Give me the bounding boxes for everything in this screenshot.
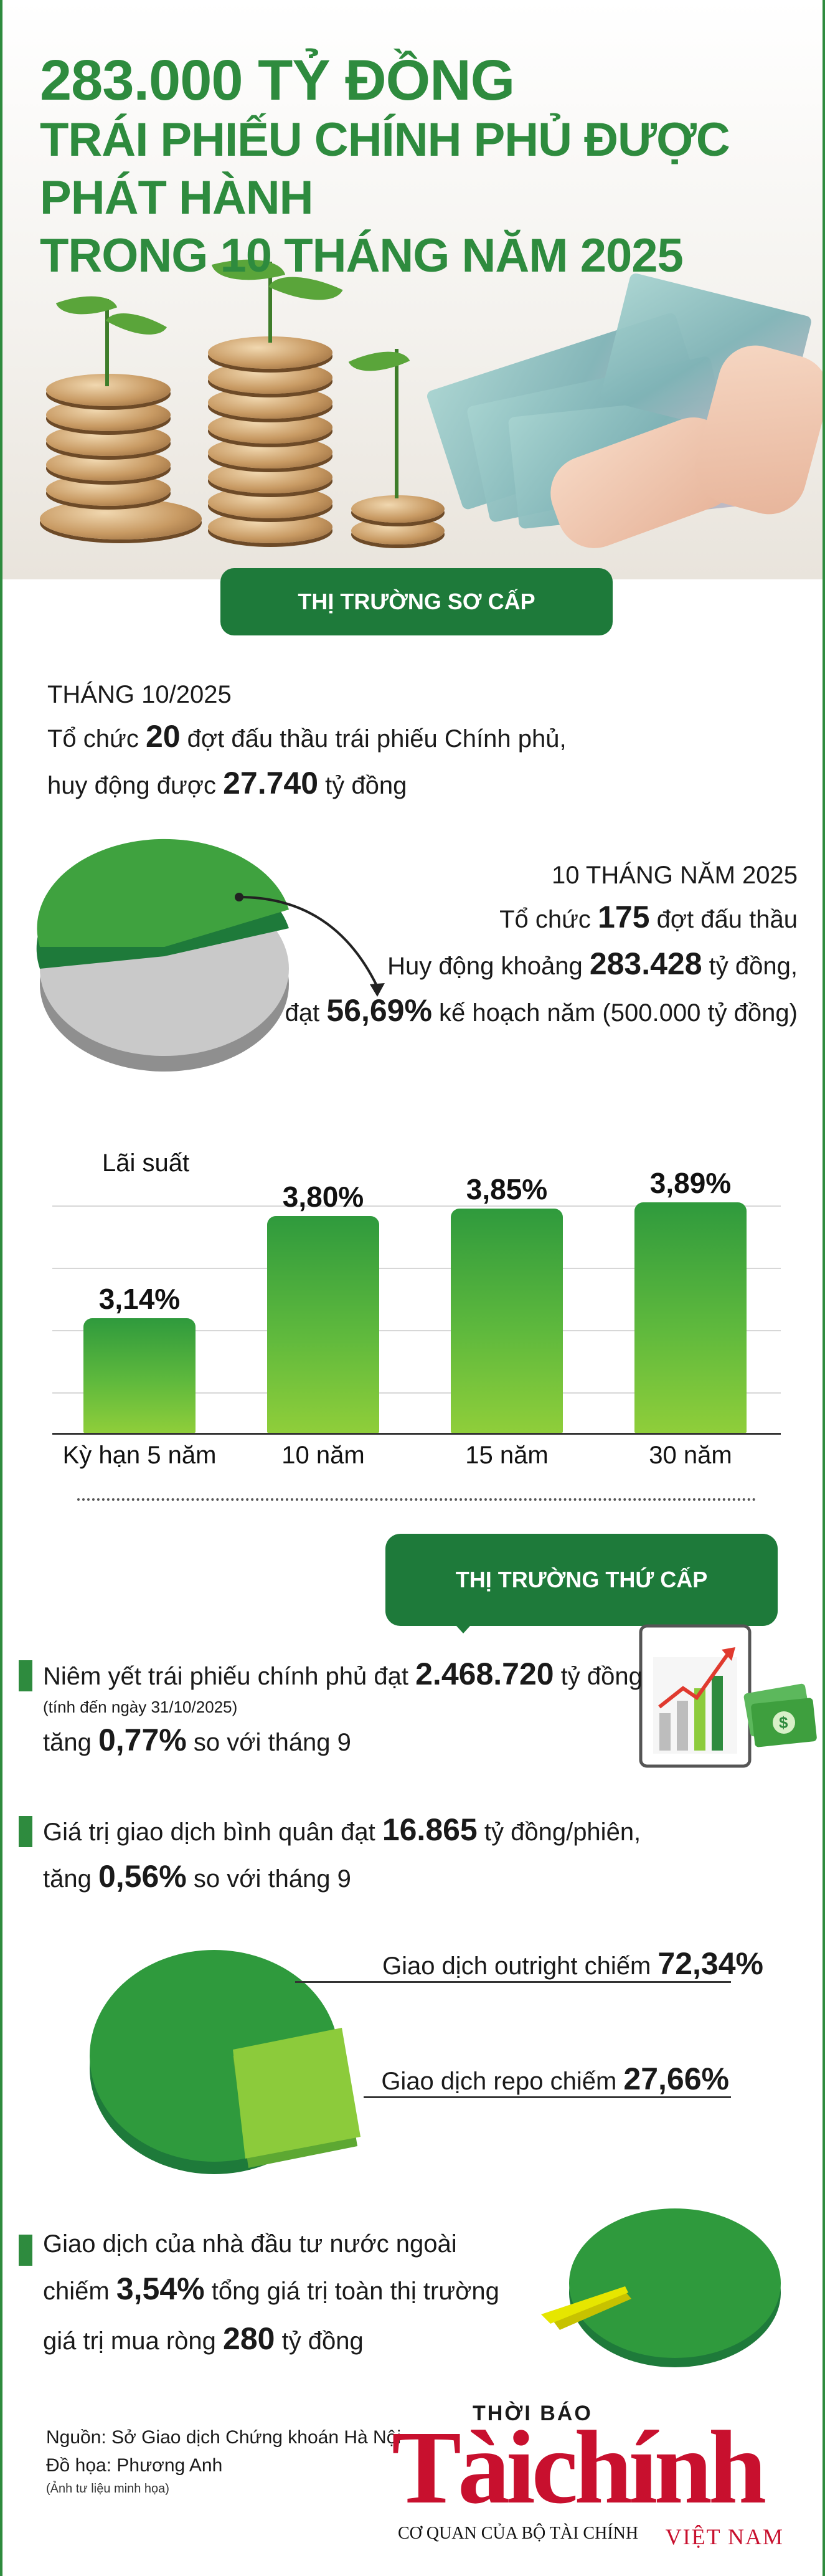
bullet-marker [19,1660,32,1691]
listed-line-1: Niêm yết trái phiếu chính phủ đạt 2.468.… [43,1656,643,1691]
hero-section: 283.000 TỶ ĐỒNG TRÁI PHIẾU CHÍNH PHỦ ĐƯỢ… [2,0,823,579]
bar-value-label: 3,14% [98,1283,181,1316]
grid-line [52,1205,781,1207]
foreign-line-2: chiếm 3,54% tổng giá trị toàn thị trường [43,2271,499,2306]
title-line-3: TRONG 10 THÁNG NĂM 2025 [40,229,684,282]
bar-3 [451,1208,563,1433]
bar-category-label: Kỳ hạn 5 năm [62,1442,217,1469]
ten-month-line-3: đạt 56,69% kế hoạch năm (500.000 tỷ đồng… [285,993,798,1028]
bar-4 [634,1202,747,1433]
publisher-logo: THỜI BÁO Tàichính CƠ QUAN CỦA BỘ TÀI CHÍ… [392,2402,790,2551]
trading-value-block: Giá trị giao dịch bình quân đạt 16.865 t… [43,1807,641,1900]
photo-note: (Ảnh tư liệu minh họa) [46,2482,169,2496]
logo-main-text: Tàichính [392,2410,766,2526]
logo-subtitle: CƠ QUAN CỦA BỘ TÀI CHÍNH [398,2524,639,2543]
foreign-investor-block: Giao dịch của nhà đầu tư nước ngoài chiế… [43,2224,499,2364]
bar-1 [83,1318,196,1433]
credits: Nguồn: Sở Giao dịch Chứng khoán Hà Nội Đ… [46,2423,401,2498]
domestic-slice [569,2208,781,2358]
ten-month-summary: 10 THÁNG NĂM 2025 Tổ chức 175 đợt đấu th… [285,857,798,1034]
growth-chart-icon: $ [639,1624,817,1768]
interest-rate-bar-chart: Lãi suất 3,14% Kỳ hạn 5 năm 3,80% 10 năm 3,8… [52,1118,781,1469]
ten-month-line-2: Huy động khoảng 283.428 tỷ đồng, [387,946,798,981]
bar-value-label: 3,89% [649,1167,732,1199]
october-line-2: huy động được 27.740 tỷ đồng [47,766,407,801]
listed-date-note: (tính đến ngày 31/10/2025) [43,1698,238,1716]
title-line-1: 283.000 TỶ ĐỒNG [40,49,515,112]
grid-line [52,1330,781,1331]
plan-pie-chart [36,839,289,1072]
bar-value-label: 3,85% [466,1172,548,1205]
trading-change: tăng 0,56% so với tháng 9 [43,1859,351,1894]
design-credit: Đồ họa: Phương Anh [46,2455,223,2476]
foreign-share-pie-chart [541,2208,781,2367]
foreign-slice [541,2286,628,2324]
repo-slice [233,2028,361,2159]
foreign-line-3: giá trị mua ròng 280 tỷ đồng [43,2321,364,2356]
bar-2 [267,1216,379,1433]
page-title: 283.000 TỶ ĐỒNG TRÁI PHIẾU CHÍNH PHỦ ĐƯỢ… [40,49,806,285]
primary-market-banner: THỊ TRƯỜNG SƠ CẤP [220,568,613,635]
listed-bonds-block: Niêm yết trái phiếu chính phủ đạt 2.468.… [43,1651,643,1764]
listed-change: tăng 0,77% so với tháng 9 [43,1723,351,1758]
section-divider [77,1498,756,1501]
bar-category-label: 15 năm [465,1442,549,1469]
outright-repo-pie-chart [90,1950,361,2174]
svg-text:$: $ [779,1713,788,1732]
bar-category-label: 30 năm [649,1442,732,1469]
october-line-1: Tổ chức 20 đợt đấu thầu trái phiếu Chính… [47,719,567,754]
x-axis [52,1433,781,1435]
grid-line [52,1268,781,1269]
outright-leader-line [295,1981,731,1983]
trading-line-1: Giá trị giao dịch bình quân đạt 16.865 t… [43,1812,641,1847]
bar-category-label: 10 năm [281,1442,365,1469]
bar-value-label: 3,80% [282,1181,364,1214]
outright-label: Giao dịch outright chiếm 72,34% [382,1946,763,1981]
ten-month-line-1: Tổ chức 175 đợt đấu thầu [499,900,798,934]
logo-country: VIỆT NAM [665,2524,784,2549]
secondary-market-banner: THỊ TRƯỜNG THỨ CẤP [385,1534,778,1626]
october-label: THÁNG 10/2025 [47,681,232,708]
bullet-marker [19,2235,32,2266]
pie-pointer-arrow [235,893,385,997]
title-line-2: TRÁI PHIẾU CHÍNH PHỦ ĐƯỢC PHÁT HÀNH [40,113,730,225]
logo-top-text: THỜI BÁO [473,2402,593,2425]
plan-achieved-slice [37,839,289,947]
bullet-marker [19,1816,32,1847]
banner-pointer [451,1620,476,1633]
repo-label: Giao dịch repo chiếm 27,66% [381,2061,729,2096]
grid-line [52,1392,781,1394]
chart-annotation: Lãi suất [102,1149,190,1177]
ten-month-label: 10 THÁNG NĂM 2025 [552,862,798,889]
source-credit: Nguồn: Sở Giao dịch Chứng khoán Hà Nội [46,2427,402,2448]
october-summary: THÁNG 10/2025 Tổ chức 20 đợt đấu thầu tr… [47,676,567,807]
repo-leader-line [364,2096,731,2098]
foreign-line-1: Giao dịch của nhà đầu tư nước ngoài [43,2230,457,2258]
